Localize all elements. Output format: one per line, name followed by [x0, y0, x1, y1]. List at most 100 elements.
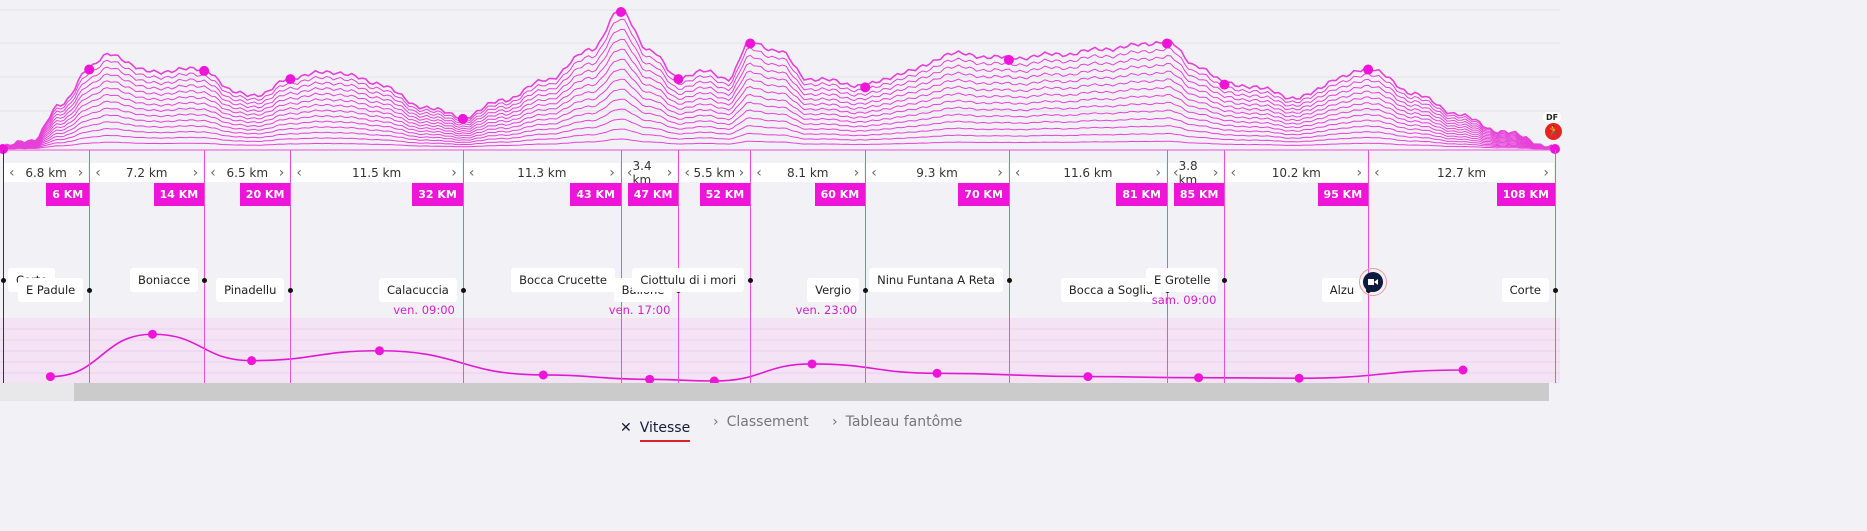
speed-point[interactable] — [645, 374, 655, 384]
checkpoint-line — [1166, 150, 1168, 383]
speed-point[interactable] — [247, 356, 257, 366]
checkpoint-name[interactable]: Vergio — [807, 278, 860, 302]
chevron-right-icon[interactable]: › — [451, 164, 457, 181]
speed-point[interactable] — [147, 329, 157, 339]
chevron-right-icon[interactable]: › — [77, 164, 84, 181]
checkpoint-line — [678, 150, 680, 383]
chevron-left-icon[interactable]: ‹ — [9, 164, 15, 181]
chevron-right-icon[interactable]: › — [1155, 164, 1161, 181]
speed-point[interactable] — [932, 368, 942, 378]
checkpoint-time: sam. 09:00 — [1151, 293, 1217, 307]
checkpoint-dot — [748, 278, 754, 283]
checkpoint-name[interactable]: Corte — [1501, 278, 1549, 302]
segment-label: 7.2 km — [125, 165, 168, 180]
checkpoint-name[interactable]: Boniacce — [130, 268, 199, 292]
chevron-left-icon[interactable]: ‹ — [468, 164, 475, 181]
checkpoint-dot — [863, 288, 869, 293]
chevron-left-icon[interactable]: ‹ — [210, 164, 216, 181]
speed-point[interactable] — [709, 376, 719, 385]
km-badge: 52 KM — [699, 183, 751, 206]
checkpoint-marker[interactable] — [1549, 144, 1560, 154]
chevron-right-icon[interactable]: › — [853, 164, 860, 181]
runner-icon[interactable]: 🏃 — [1545, 123, 1562, 140]
chevron-right-icon[interactable]: › — [278, 164, 285, 181]
chevron-right-icon[interactable]: › — [738, 164, 745, 181]
checkpoint-marker[interactable] — [199, 65, 210, 76]
speed-point[interactable] — [1083, 372, 1093, 382]
checkpoint-marker[interactable] — [1003, 54, 1014, 65]
chevron-left-icon[interactable]: ‹ — [684, 164, 690, 181]
speed-point[interactable] — [374, 346, 384, 356]
chevron-left-icon[interactable]: ‹ — [1172, 164, 1179, 181]
km-badge: 47 KM — [627, 183, 679, 206]
video-camera-icon — [1363, 272, 1383, 292]
segment-label: 10.2 km — [1271, 165, 1321, 180]
checkpoint-name[interactable]: E Padule — [17, 278, 84, 302]
chevron-left-icon[interactable]: ‹ — [1230, 164, 1237, 181]
checkpoint-dot — [1552, 288, 1558, 293]
checkpoint-marker[interactable] — [285, 74, 296, 85]
checkpoint-line — [1368, 150, 1370, 383]
chevron-right-icon[interactable]: › — [609, 164, 615, 181]
speed-point[interactable] — [1294, 373, 1304, 383]
close-icon[interactable]: ✕ — [620, 420, 632, 436]
scrollbar-track[interactable] — [0, 383, 74, 401]
checkpoint-line — [1008, 150, 1010, 383]
checkpoint-marker[interactable] — [615, 7, 626, 17]
checkpoint-name[interactable]: Pinadellu — [216, 278, 285, 302]
checkpoint-name[interactable]: E Grotelle — [1146, 268, 1219, 292]
chevron-right-icon: › — [832, 414, 838, 430]
speed-point[interactable] — [45, 372, 55, 382]
chevron-left-icon[interactable]: ‹ — [626, 164, 633, 181]
km-badge: 85 KM — [1173, 183, 1225, 206]
elevation-line — [2, 118, 1556, 150]
segment-label: 9.3 km — [916, 165, 958, 180]
checkpoint-name[interactable]: Bocca a Soglia — [1060, 278, 1161, 302]
km-badge: 95 KM — [1317, 183, 1369, 206]
checkpoint-marker[interactable] — [1363, 64, 1374, 75]
chevron-right-icon[interactable]: › — [192, 164, 199, 181]
chevron-right-icon[interactable]: › — [1356, 164, 1363, 181]
chevron-right-icon[interactable]: › — [1212, 164, 1219, 181]
checkpoint-name[interactable]: Alzu — [1321, 278, 1363, 302]
chevron-left-icon[interactable]: ‹ — [871, 164, 877, 181]
chevron-right-icon[interactable]: › — [1543, 164, 1549, 181]
video-camera-button[interactable] — [1359, 268, 1387, 296]
segment-distance: ‹ 6.8 km › — [4, 163, 89, 182]
checkpoint-marker[interactable] — [745, 38, 756, 49]
segment-distance: ‹ 11.6 km › — [1009, 163, 1166, 182]
checkpoint-marker[interactable] — [860, 82, 871, 93]
checkpoint-name[interactable]: Calacuccia — [379, 278, 457, 302]
checkpoint-marker[interactable] — [84, 64, 95, 75]
chevron-left-icon[interactable]: ‹ — [95, 164, 101, 181]
tab-vitesse[interactable]: ✕ Vitesse — [620, 414, 691, 442]
checkpoint-marker[interactable] — [457, 113, 468, 124]
tab-tableau-fantome[interactable]: › Tableau fantôme — [832, 414, 963, 430]
elevation-line — [2, 8, 1556, 150]
tab-classement[interactable]: › Classement — [713, 414, 809, 430]
speed-point[interactable] — [1194, 373, 1204, 383]
elevation-line — [2, 18, 1556, 150]
chevron-left-icon[interactable]: ‹ — [1374, 164, 1380, 181]
checkpoint-marker[interactable] — [0, 144, 8, 154]
checkpoint-name[interactable]: Ninu Funtana A Reta — [869, 268, 1003, 292]
chevron-right-icon[interactable]: › — [666, 164, 673, 181]
chevron-left-icon[interactable]: ‹ — [756, 164, 762, 181]
speed-point[interactable] — [807, 359, 817, 369]
checkpoint-marker[interactable] — [1219, 79, 1230, 90]
chevron-right-icon[interactable]: › — [997, 164, 1003, 181]
checkpoint-line — [750, 150, 752, 383]
elevation-line — [2, 48, 1556, 150]
chevron-left-icon[interactable]: ‹ — [296, 164, 302, 181]
speed-point[interactable] — [538, 370, 548, 380]
checkpoint-marker[interactable] — [673, 74, 684, 85]
checkpoint-name[interactable]: Ciottulu di i mori — [632, 268, 745, 292]
chevron-left-icon[interactable]: ‹ — [1014, 164, 1021, 181]
segment-distance: ‹ 10.2 km › — [1225, 163, 1368, 182]
scrollbar-thumb[interactable] — [74, 383, 1549, 401]
checkpoint-dot — [1006, 278, 1012, 283]
runner-initials: DF — [1543, 112, 1562, 123]
speed-point[interactable] — [1458, 365, 1468, 375]
checkpoint-marker[interactable] — [1161, 38, 1172, 49]
checkpoint-name[interactable]: Bocca Crucette — [511, 268, 615, 292]
